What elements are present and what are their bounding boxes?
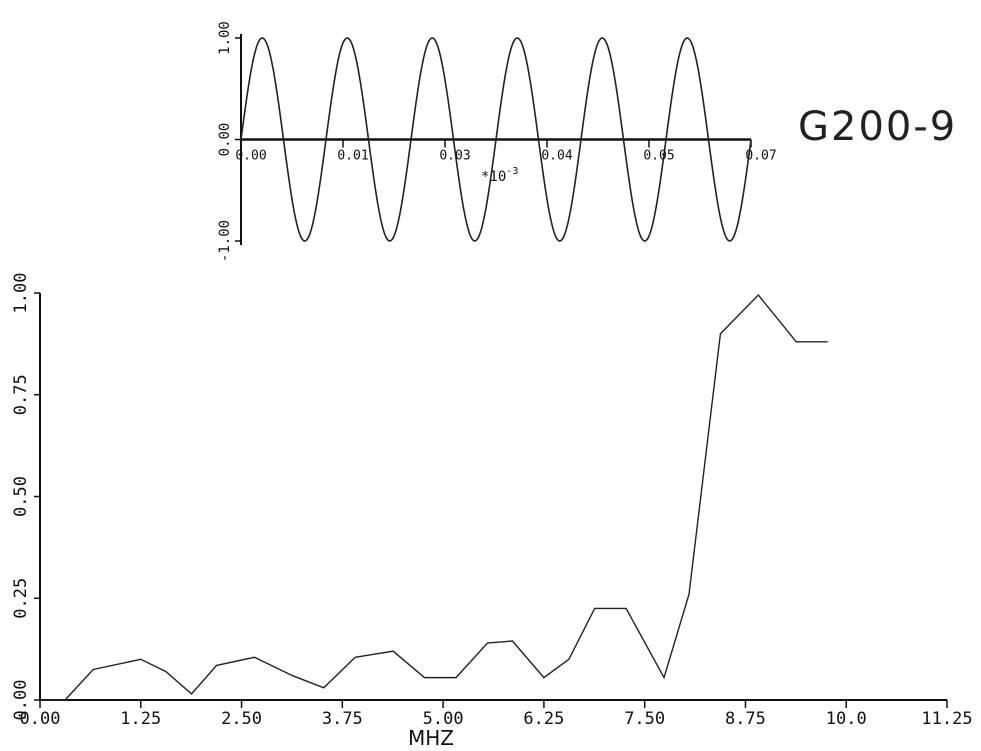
spectrum-x-tick-label: 2.50 (221, 709, 262, 729)
spectrum-x-axis-title: MHZ (408, 726, 454, 750)
spectrum-x-tick-label: 5.00 (423, 709, 464, 729)
waveform-x-multiplier-exponent: -3 (506, 166, 518, 177)
waveform-line (240, 37, 752, 242)
waveform-x-tick-label: 0.03 (439, 149, 470, 164)
spectrum-x-tick-label: 11.25 (921, 709, 972, 729)
spectrum-x-tick-label: 8.75 (725, 709, 766, 729)
waveform-y-tick-label: -1.00 (217, 220, 233, 262)
spectrum-chart: 0.00 0.25 0.50 0.75 1.00 0.00 1.25 2.50 3.75 5.00… (11, 273, 973, 750)
spectrum-y-tick-label: 1.00 (11, 273, 31, 314)
waveform-x-tick-label: 0.05 (643, 149, 674, 164)
waveform-x-tick-label: 0.00 (235, 149, 266, 164)
waveform-x-tick-label: 0.01 (337, 149, 368, 164)
spectrum-x-tick-label: 3.75 (322, 709, 363, 729)
waveform-tick-labels: 1.00 0.00 -1.00 0.00 0.01 0.03 0.04 0.05 0.07 (217, 21, 777, 262)
spectrum-y-tick-label: 0.00 (11, 680, 31, 721)
spectrum-line (40, 293, 828, 701)
spectrum-x-tick-label: 0.00 (20, 709, 61, 729)
spectrum-y-tick-label: 0.50 (11, 476, 31, 517)
waveform-x-multiplier: *10-3 (481, 166, 518, 185)
spectrum-tick-labels: 0.00 0.25 0.50 0.75 1.00 0.00 1.25 2.50 3.75 5.00… (11, 273, 973, 729)
spectrum-y-tick-label: 0.75 (11, 374, 31, 415)
waveform-line-layer (240, 37, 752, 242)
plot-tag: G200-9 (798, 104, 957, 150)
waveform-y-tick-label: 0.00 (217, 123, 233, 157)
waveform-x-multiplier-base: *10 (481, 169, 506, 185)
waveform-x-tick-label: 0.04 (541, 149, 572, 164)
waveform-x-tick-label: 0.07 (745, 149, 776, 164)
spectrum-ticks (34, 292, 948, 708)
spectrum-line-layer (40, 293, 828, 701)
waveform-chart: 1.00 0.00 -1.00 0.00 0.01 0.03 0.04 0.05 0.07 *1… (217, 21, 777, 262)
spectrum-x-tick-label: 1.25 (120, 709, 161, 729)
spectrum-x-tick-label: 6.25 (523, 709, 564, 729)
spectrum-x-tick-label: 10.0 (826, 709, 867, 729)
spectrum-y-tick-label: 0.25 (11, 578, 31, 619)
waveform-y-tick-label: 1.00 (217, 21, 233, 55)
spectrum-axes (39, 293, 947, 701)
spectrum-x-tick-label: 7.50 (624, 709, 665, 729)
